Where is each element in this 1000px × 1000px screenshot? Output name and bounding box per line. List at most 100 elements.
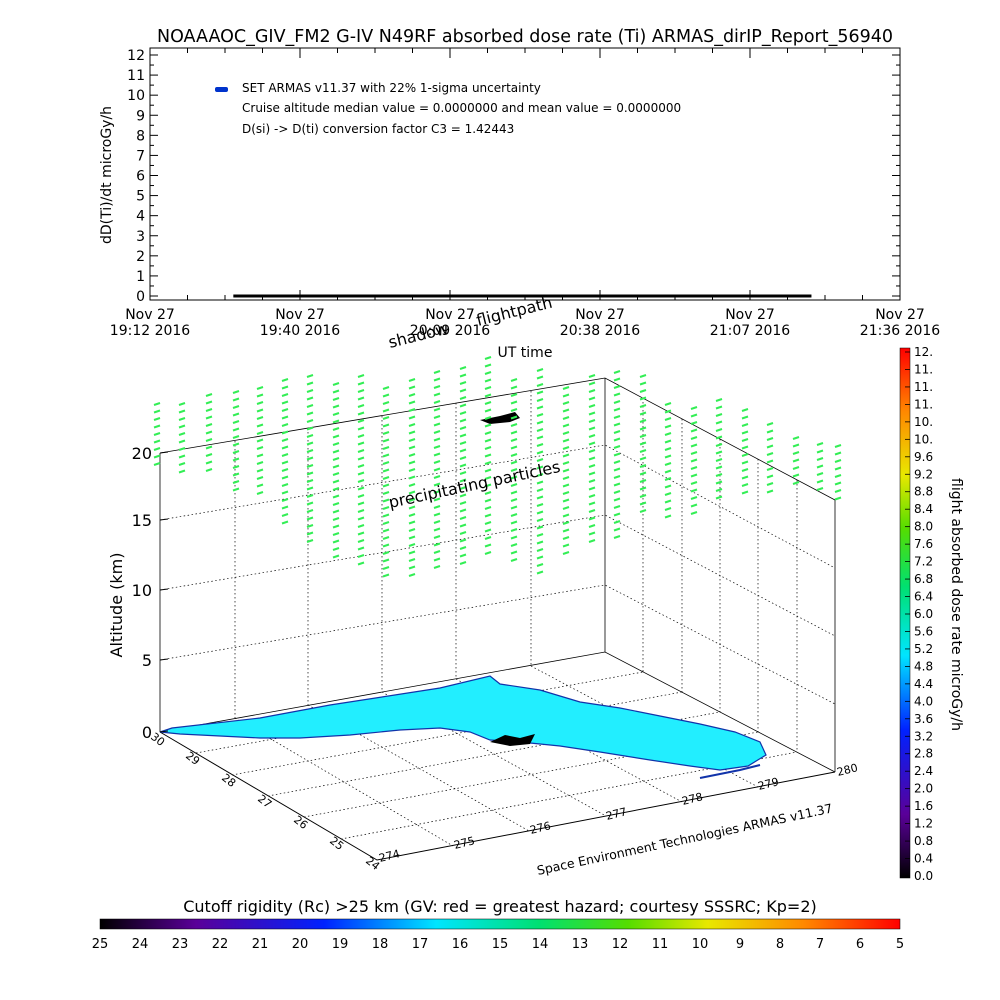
rigidity-colorbar-label: 5 <box>896 937 904 952</box>
particle-mark <box>433 550 441 554</box>
particle-mark <box>459 403 467 408</box>
y-axis-label: dD(Ti)/dt microGy/h <box>99 106 115 244</box>
particle-mark <box>281 415 289 420</box>
particle-mark <box>306 396 314 401</box>
particle-mark <box>510 490 518 495</box>
particle-mark <box>510 423 518 427</box>
particle-mark <box>408 400 416 405</box>
particle-mark <box>332 502 340 506</box>
particle-mark <box>816 472 824 476</box>
rigidity-colorbar-label: 16 <box>452 937 469 952</box>
particle-mark <box>536 480 544 485</box>
particle-mark <box>332 547 340 551</box>
rigidity-colorbar-gradient <box>99 918 901 930</box>
particle-mark <box>834 444 842 448</box>
particle-mark <box>281 460 289 465</box>
particle-mark <box>639 471 647 476</box>
particle-mark <box>484 356 492 360</box>
particle-mark <box>433 415 441 419</box>
particle-mark <box>232 412 240 417</box>
particle-mark <box>382 551 390 555</box>
particle-mark <box>153 447 161 451</box>
particle-mark <box>382 431 390 435</box>
particle-mark <box>433 422 441 427</box>
particle-mark <box>433 392 441 397</box>
particle-mark <box>562 528 570 533</box>
particle-mark <box>232 442 240 447</box>
particle-mark <box>484 536 492 540</box>
dose-colorbar-label: 7.2 <box>914 555 933 569</box>
particle-mark <box>256 446 264 450</box>
particle-mark <box>408 468 416 472</box>
rigidity-colorbar-label: 23 <box>172 937 189 952</box>
particle-mark <box>153 409 161 414</box>
particle-mark <box>382 416 390 420</box>
particle-mark <box>153 454 161 459</box>
particle-mark <box>332 464 340 469</box>
particle-mark <box>433 377 441 382</box>
particle-mark <box>357 494 365 498</box>
particle-mark <box>408 498 416 502</box>
particle-mark <box>484 378 492 383</box>
particle-mark <box>256 386 264 390</box>
particle-mark <box>459 553 467 558</box>
particle-mark <box>408 460 416 465</box>
particle-mark <box>562 521 570 525</box>
particle-mark <box>332 389 340 394</box>
particle-mark <box>613 520 621 524</box>
particle-mark <box>178 432 186 436</box>
particle-mark <box>153 432 161 436</box>
particle-mark <box>613 385 621 389</box>
particle-mark <box>382 521 390 525</box>
particle-mark <box>715 465 723 470</box>
particle-mark <box>459 486 467 490</box>
particle-mark <box>408 543 416 547</box>
particle-mark <box>433 490 441 494</box>
particle-mark <box>613 475 621 479</box>
rigidity-colorbar-label: 10 <box>692 937 709 952</box>
particle-mark <box>357 389 365 393</box>
particle-mark <box>205 445 213 450</box>
y-tick-label: 4 <box>136 209 145 225</box>
particle-mark <box>588 531 596 536</box>
particle-mark <box>536 495 544 500</box>
y-tick-label: 1 <box>136 269 145 285</box>
latitude-tick-label: 27 <box>255 792 274 811</box>
particle-mark <box>357 509 365 513</box>
dose-colorbar-label: 1.6 <box>914 799 933 813</box>
dose-colorbar-label: 6.0 <box>914 607 933 621</box>
particle-mark <box>306 449 314 453</box>
particle-mark <box>232 465 240 469</box>
particle-mark <box>484 431 492 435</box>
particle-mark <box>792 481 800 485</box>
particle-mark <box>408 378 416 382</box>
particle-mark <box>459 478 467 483</box>
flightpath-label: flightpath <box>474 293 554 330</box>
particle-mark <box>588 516 596 521</box>
particle-mark <box>510 468 518 472</box>
particle-mark <box>613 452 621 457</box>
particle-mark <box>205 453 213 457</box>
dose-colorbar-label: 4.0 <box>914 694 933 708</box>
latitude-tick-label: 25 <box>327 834 346 853</box>
particle-mark <box>588 539 596 543</box>
particle-mark <box>536 540 544 545</box>
particle-mark <box>536 390 544 395</box>
longitude-tick-label: 280 <box>836 761 860 779</box>
particle-mark <box>408 445 416 450</box>
particle-mark <box>639 509 647 513</box>
particle-mark <box>536 398 544 402</box>
particle-mark <box>766 489 774 494</box>
particle-mark <box>588 464 596 468</box>
particle-mark <box>332 472 340 476</box>
particle-mark <box>459 456 467 460</box>
particle-mark <box>382 401 390 405</box>
dose-colorbar-label: 1.2 <box>914 817 933 831</box>
dose-colorbar-label: 11. <box>914 397 933 411</box>
particle-mark <box>690 473 698 478</box>
particle-mark <box>562 393 570 398</box>
particle-mark <box>357 374 365 378</box>
particle-mark <box>357 524 365 528</box>
particle-mark <box>664 424 672 429</box>
